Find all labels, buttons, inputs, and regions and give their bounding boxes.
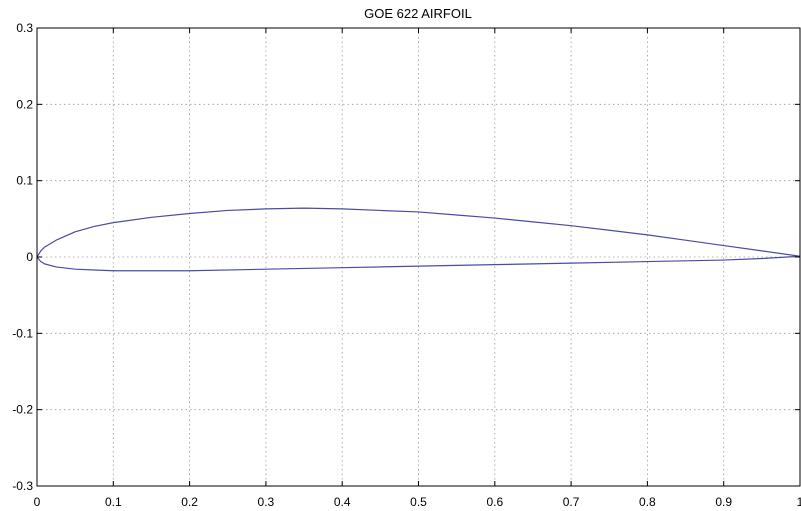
y-tick-label: 0.3 xyxy=(16,21,33,35)
x-tick-label: 0.5 xyxy=(410,495,427,509)
x-tick-label: 0.7 xyxy=(563,495,580,509)
tick-marks xyxy=(36,27,801,487)
x-tick-label: 0.8 xyxy=(639,495,656,509)
x-tick-labels: 0 0.1 0.2 0.3 0.4 0.5 0.6 0.7 0.8 0.9 1 xyxy=(34,495,801,509)
y-tick-label: 0.2 xyxy=(16,97,33,111)
y-tick-label: -0.1 xyxy=(12,326,33,340)
x-tick-label: 0 xyxy=(34,495,41,509)
series-group xyxy=(36,207,801,272)
x-tick-label: 0.9 xyxy=(715,495,732,509)
y-tick-label: 0.1 xyxy=(16,174,33,188)
x-tick-label: 1 xyxy=(797,495,801,509)
grid xyxy=(37,28,800,486)
x-tick-label: 0.6 xyxy=(486,495,503,509)
x-tick-label: 0.1 xyxy=(105,495,122,509)
y-tick-label: 0 xyxy=(26,250,33,264)
y-tick-label: -0.2 xyxy=(12,403,33,417)
upper-surface-line xyxy=(36,207,801,258)
x-tick-label: 0.3 xyxy=(258,495,275,509)
y-tick-labels: -0.3 -0.2 -0.1 0 0.1 0.2 0.3 xyxy=(12,21,33,493)
x-tick-label: 0.4 xyxy=(334,495,351,509)
chart-title: GOE 622 AIRFOIL xyxy=(364,6,472,21)
x-tick-label: 0.2 xyxy=(181,495,198,509)
lower-surface-line xyxy=(36,255,801,272)
y-tick-label: -0.3 xyxy=(12,479,33,493)
